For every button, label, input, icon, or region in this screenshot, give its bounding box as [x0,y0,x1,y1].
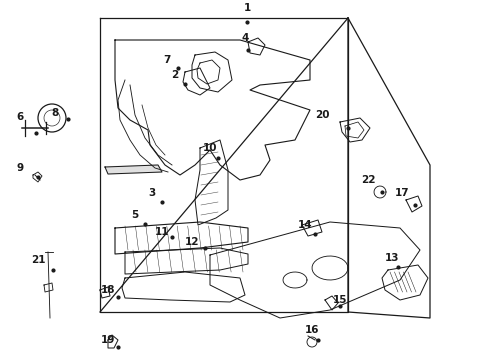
Text: 12: 12 [185,237,199,247]
Text: 22: 22 [361,175,375,185]
Text: 3: 3 [148,188,156,198]
Text: 4: 4 [241,33,249,43]
Text: 20: 20 [315,110,329,120]
Text: 1: 1 [244,3,250,13]
Text: 21: 21 [31,255,45,265]
Text: 7: 7 [163,55,171,65]
Text: 5: 5 [131,210,139,220]
Text: 16: 16 [305,325,319,335]
Text: 2: 2 [172,70,179,80]
Polygon shape [105,165,162,174]
Text: 10: 10 [203,143,217,153]
Text: 15: 15 [333,295,347,305]
Text: 18: 18 [101,285,115,295]
Text: 14: 14 [298,220,312,230]
Text: 8: 8 [51,108,59,118]
Text: 9: 9 [17,163,24,173]
Text: 13: 13 [385,253,399,263]
Text: 17: 17 [394,188,409,198]
Text: 19: 19 [101,335,115,345]
Text: 11: 11 [155,227,169,237]
Text: 6: 6 [16,112,24,122]
